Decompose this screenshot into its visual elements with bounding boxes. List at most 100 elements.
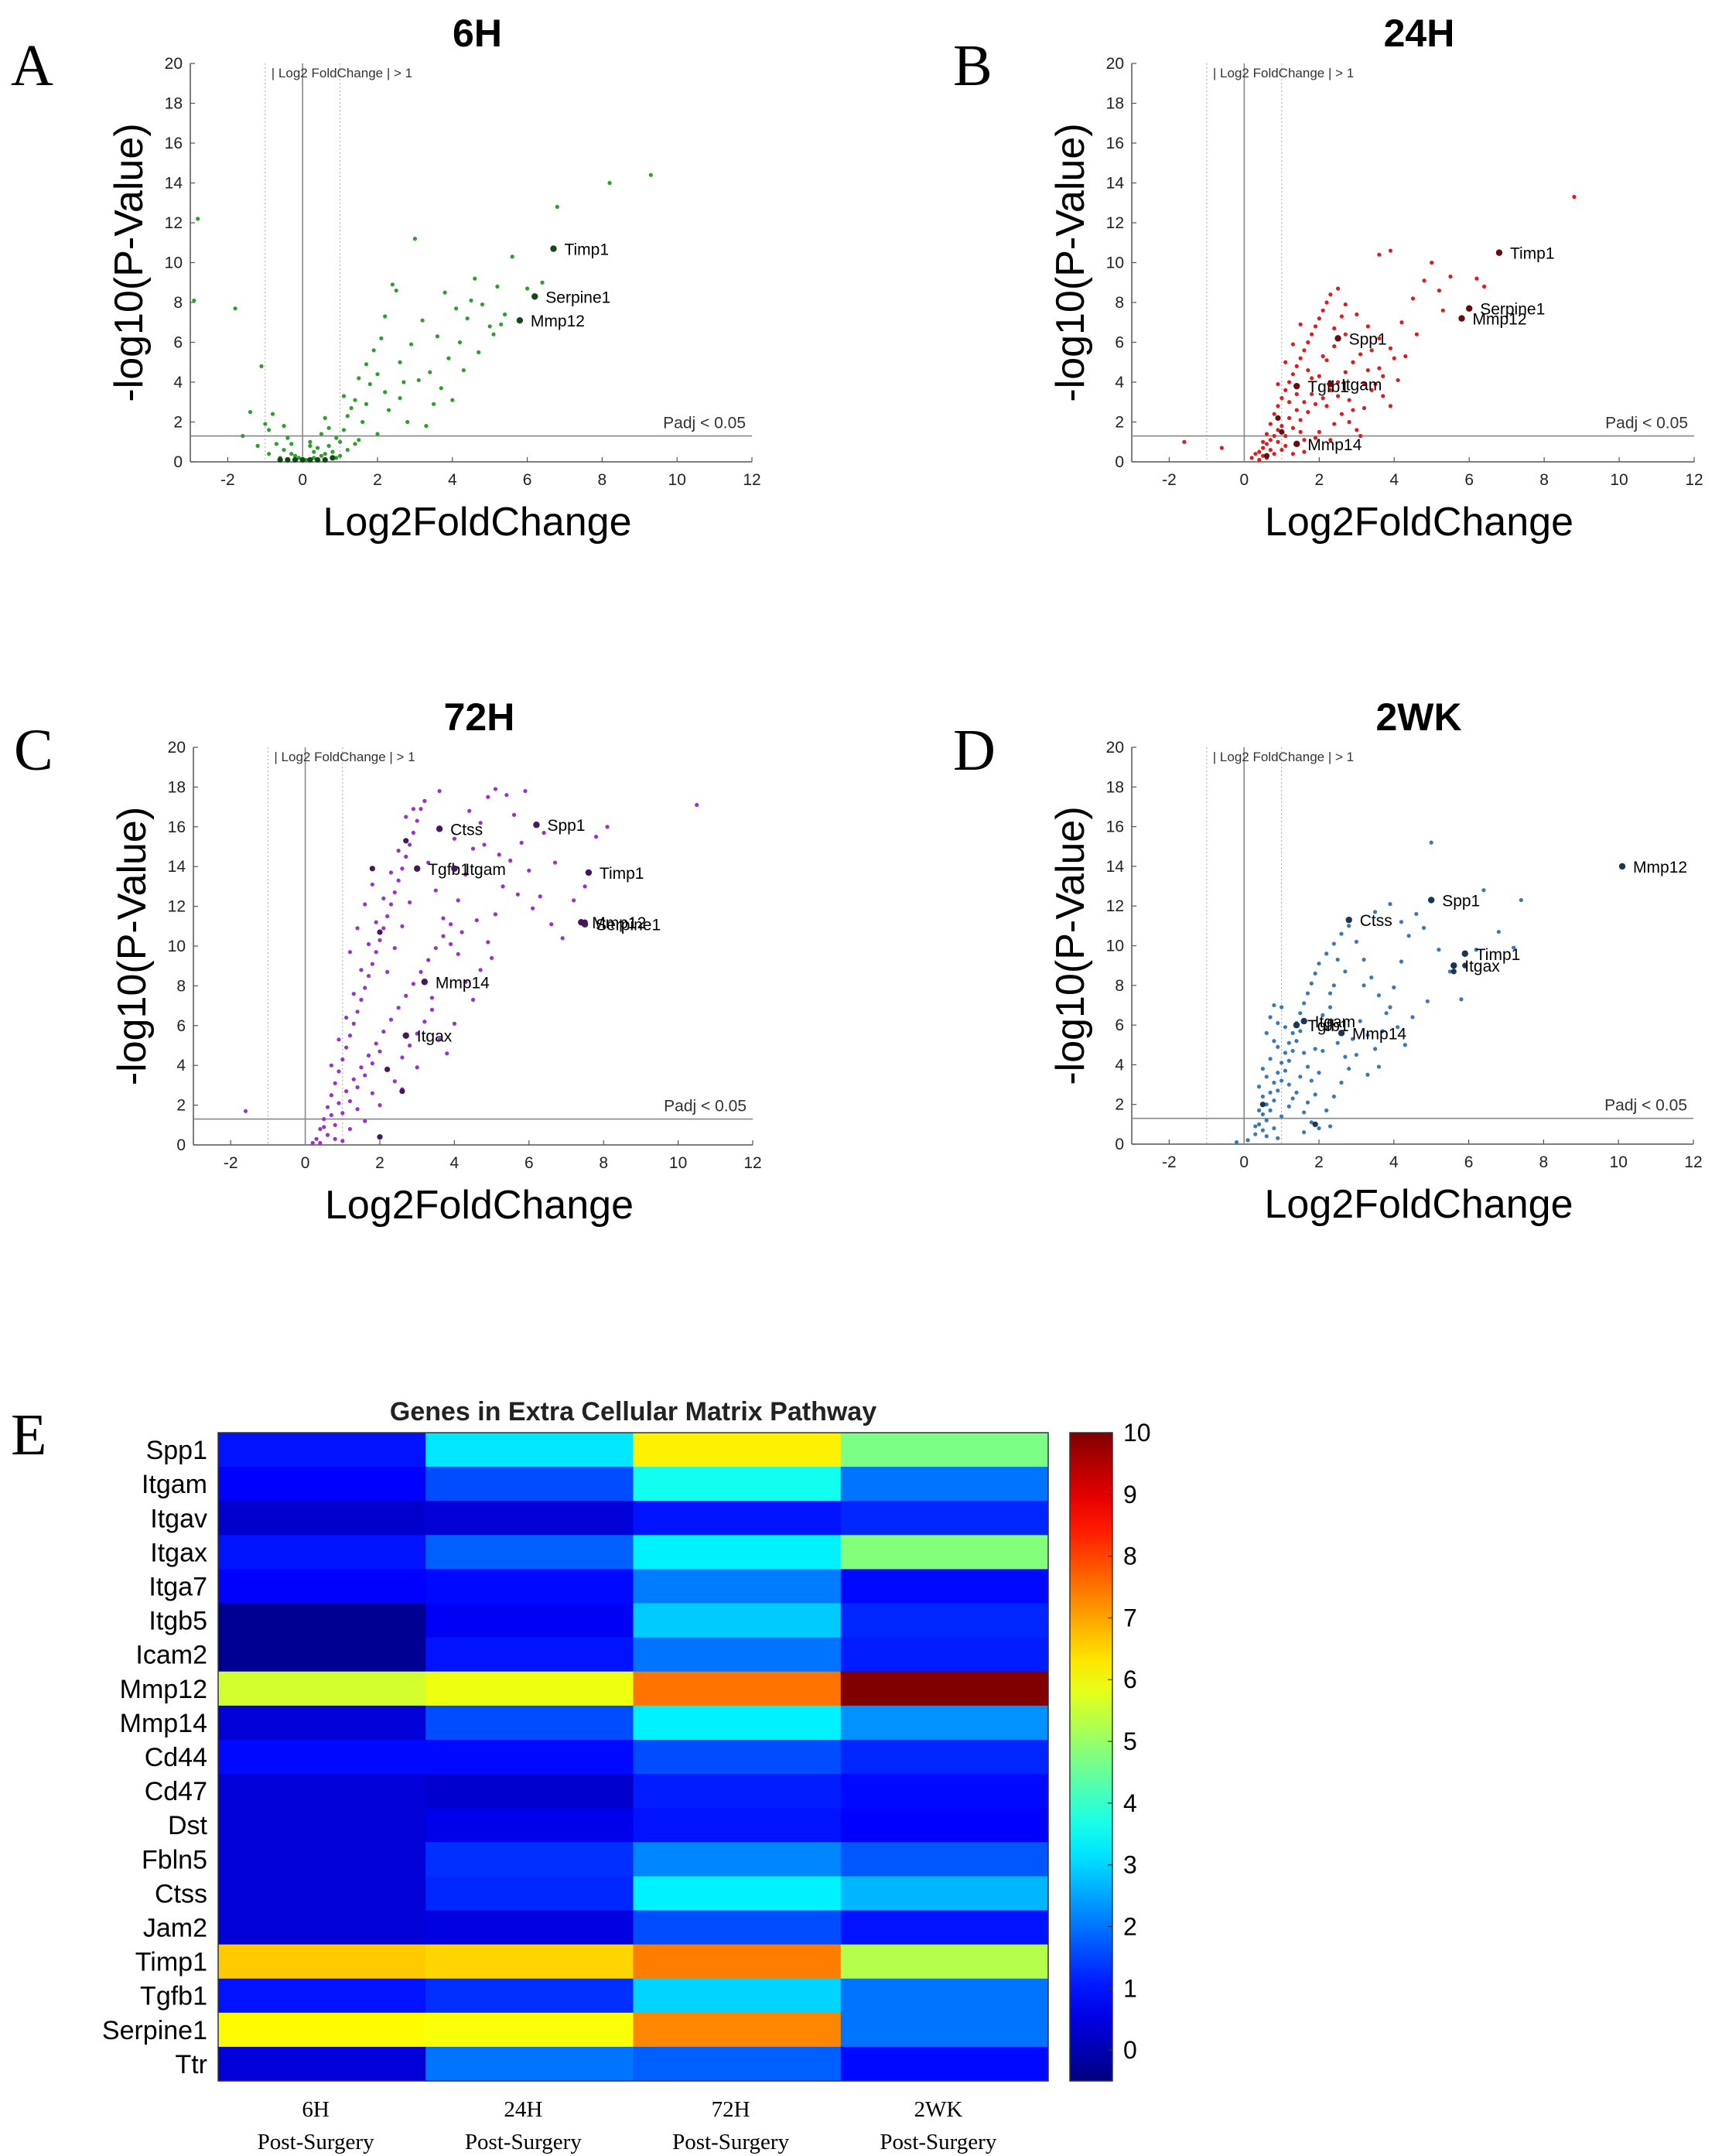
data-point (1272, 412, 1276, 416)
gene-label: Spp1 (547, 817, 585, 835)
data-point (1380, 1029, 1385, 1034)
data-point (385, 969, 390, 975)
data-point (322, 1116, 326, 1122)
highlight-point (377, 929, 383, 935)
data-point (493, 912, 498, 917)
data-point (292, 453, 298, 458)
heatmap-cell (840, 1603, 1049, 1638)
data-point (310, 1140, 315, 1146)
highlight-point (314, 456, 321, 463)
row-label: Ttr (175, 2050, 207, 2079)
data-point (1317, 316, 1321, 321)
data-point (463, 979, 468, 984)
data-point (1317, 1126, 1321, 1131)
gene-label: Itgam (465, 861, 506, 879)
heatmap-cell (218, 1603, 426, 1638)
gene-point (1495, 249, 1503, 256)
data-point (340, 1139, 345, 1143)
data-point (1280, 1005, 1284, 1010)
row-label: Icam2 (135, 1641, 207, 1670)
panel-title: 72H (444, 695, 515, 739)
data-point (572, 898, 576, 903)
heatmap-cell (633, 1808, 842, 1843)
data-point (315, 446, 320, 450)
data-point (1399, 920, 1404, 924)
data-point (326, 425, 331, 430)
volcano-panel-a: A 6H 0 2 4 6 8 10 12 14 16 18 20 -2 0 2 4 6 8 10 12 | Log2 Fo… (11, 12, 761, 545)
data-point (1512, 945, 1516, 950)
data-point (1245, 1138, 1250, 1143)
data-point (437, 788, 442, 794)
data-point (501, 884, 505, 889)
data-point (1332, 344, 1337, 349)
heatmap-cell (425, 1944, 634, 1980)
data-point (1276, 1044, 1280, 1049)
gene-label: Mmp14 (1307, 436, 1362, 454)
data-point (1350, 1037, 1355, 1041)
heatmap-cell (633, 1433, 842, 1468)
highlight-point (1312, 1121, 1318, 1127)
data-point (1448, 274, 1453, 279)
data-point (353, 398, 357, 402)
data-point (370, 1091, 374, 1095)
data-point (370, 1061, 374, 1066)
data-point (499, 322, 504, 326)
data-point (1339, 412, 1344, 416)
data-point (1317, 429, 1321, 434)
heatmap-cell (218, 1467, 426, 1502)
data-point (415, 818, 419, 823)
heatmap-cell (633, 1603, 842, 1638)
data-point (1294, 364, 1299, 368)
data-point (357, 438, 361, 442)
data-point (333, 1136, 337, 1141)
data-point (319, 432, 323, 436)
data-point (486, 940, 490, 945)
data-point (1354, 939, 1358, 944)
data-point (1335, 1040, 1340, 1045)
data-point (1376, 993, 1382, 998)
row-label: Itgam (142, 1470, 207, 1499)
data-point (347, 1034, 353, 1038)
data-point (1272, 452, 1276, 456)
x-tick-label: 0 (298, 471, 307, 489)
data-point (1362, 983, 1366, 988)
data-point (441, 934, 446, 938)
heatmap-cell (218, 1944, 426, 1980)
heatmap-cell (425, 2046, 634, 2082)
x-tick-label: 6 (523, 471, 532, 489)
data-point (318, 1126, 323, 1132)
data-point (1182, 439, 1187, 444)
data-point (1290, 1048, 1295, 1054)
data-point (1253, 1132, 1258, 1136)
data-point (424, 424, 429, 429)
data-point (1410, 1015, 1415, 1020)
heatmap-cell (840, 2012, 1049, 2048)
data-point (375, 432, 380, 436)
gene-point (1345, 916, 1352, 924)
data-point (1298, 418, 1303, 422)
colorbar-tick-label: 7 (1123, 1604, 1137, 1632)
y-tick-label: 20 (1106, 55, 1124, 73)
y-tick-label: 14 (165, 175, 183, 193)
y-tick-label: 10 (1106, 255, 1124, 272)
gene-label: Tgfb1 (1307, 1017, 1349, 1035)
y-tick-label: 4 (173, 374, 183, 391)
data-point (1437, 288, 1442, 293)
data-point (1264, 1030, 1269, 1035)
data-point (1362, 405, 1367, 411)
x-tick-label: -2 (1162, 471, 1177, 489)
data-point (463, 872, 468, 877)
data-point (1286, 1058, 1291, 1063)
highlight-point (285, 456, 291, 463)
data-point (1276, 404, 1280, 408)
data-point (1298, 356, 1303, 360)
data-point (1280, 1061, 1284, 1065)
y-tick-label: 0 (1115, 1136, 1124, 1153)
heatmap-cell (840, 1535, 1049, 1570)
highlight-point (377, 1134, 383, 1140)
heatmap-cell (840, 1910, 1049, 1946)
heatmap-cell (425, 1603, 634, 1638)
data-point (415, 1031, 419, 1036)
gene-point (1428, 897, 1435, 904)
data-point (1264, 1118, 1269, 1122)
